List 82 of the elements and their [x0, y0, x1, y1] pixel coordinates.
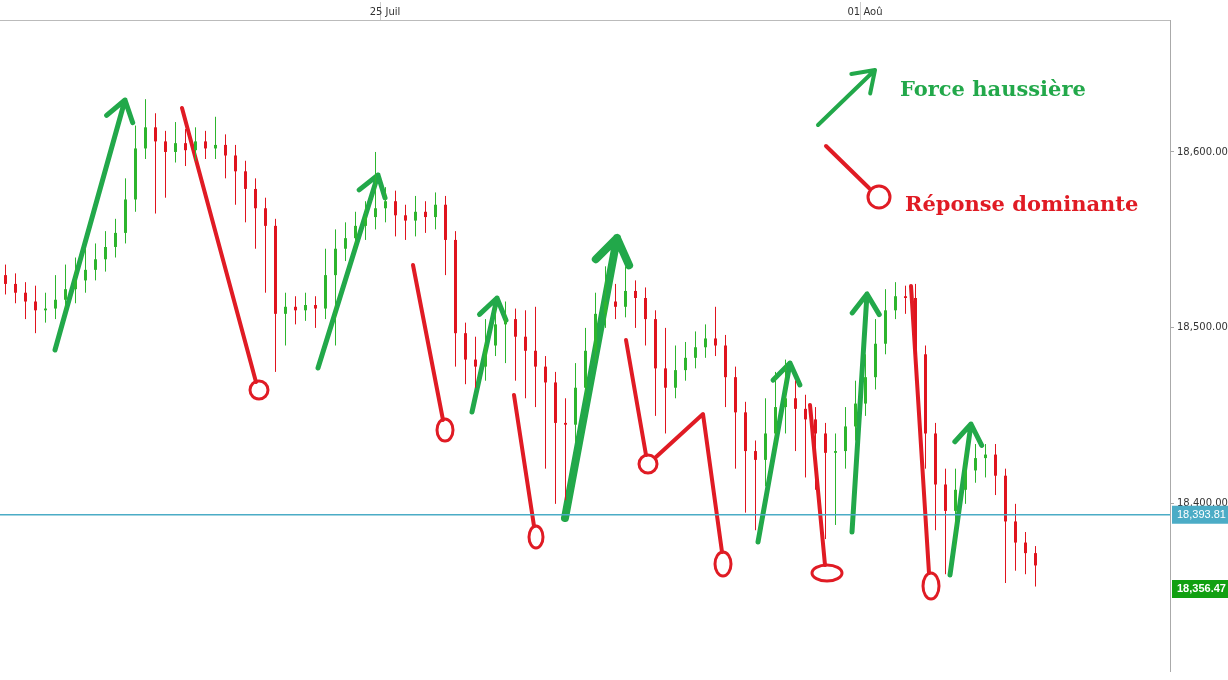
candlestick — [794, 380, 797, 452]
candlestick — [504, 301, 507, 364]
candlestick — [144, 98, 147, 160]
candlestick — [714, 306, 717, 357]
candlestick — [954, 468, 957, 549]
candlestick — [674, 345, 677, 399]
candlestick — [1014, 503, 1017, 572]
candlestick — [194, 126, 197, 162]
candlestick — [834, 432, 837, 526]
candlestick — [684, 341, 687, 382]
candlestick — [814, 406, 817, 491]
candlestick — [94, 242, 97, 281]
candlestick — [664, 327, 667, 434]
candlestick — [364, 200, 367, 241]
text: 18,356.47 — [1177, 582, 1226, 595]
candlestick — [604, 265, 607, 329]
candlestick — [24, 281, 27, 320]
candlestick — [904, 285, 907, 315]
ref-line-label: 18,393.81 — [1177, 507, 1226, 520]
candlestick — [494, 306, 497, 357]
candlestick — [1034, 545, 1037, 588]
candlestick — [694, 330, 697, 369]
candlestick — [564, 397, 567, 501]
candlestick — [34, 285, 37, 334]
candlestick — [614, 283, 617, 320]
candlestick — [184, 128, 187, 167]
candlestick — [854, 380, 857, 442]
candlestick — [344, 221, 347, 262]
candlestick — [174, 121, 177, 164]
candlestick — [524, 309, 527, 399]
y-tick-label: 18,400.00 — [1177, 497, 1228, 509]
candlestick — [104, 230, 107, 273]
x-tick-label: 25 Juil — [369, 5, 401, 17]
candlestick — [84, 248, 87, 294]
candlestick — [894, 281, 897, 320]
candlestick — [264, 197, 267, 294]
candlestick — [114, 218, 117, 259]
candlestick — [534, 306, 537, 408]
candlestick — [1024, 531, 1027, 575]
candlestick — [154, 112, 157, 215]
candlestick — [354, 211, 357, 251]
candlestick — [414, 195, 417, 237]
y-tick-label: 18,500.00 — [1177, 321, 1228, 333]
candlestick — [754, 440, 757, 531]
annotation: Force haussière — [900, 76, 1086, 101]
candlestick — [64, 264, 67, 311]
candlestick — [54, 274, 57, 320]
candlestick — [394, 190, 397, 237]
candlestick — [224, 133, 227, 179]
candlestick — [164, 130, 167, 199]
candlestick — [384, 186, 387, 223]
candlestick — [514, 308, 517, 382]
candlestick — [994, 443, 997, 496]
y-tick-label: 18,600.00 — [1177, 145, 1228, 157]
annotation: Réponse dominante — [905, 191, 1139, 216]
candlestick — [434, 191, 437, 230]
x-tick-label: 01 Aoû — [847, 5, 883, 17]
candlestick — [304, 292, 307, 322]
candlestick — [244, 160, 247, 223]
candlestick — [644, 286, 647, 346]
candlestick — [784, 359, 787, 434]
candlestick — [974, 443, 977, 484]
candlestick — [824, 422, 827, 540]
candlestick — [284, 292, 287, 346]
candlestick — [624, 265, 627, 318]
candlestick — [4, 264, 7, 295]
candlestick — [474, 336, 477, 389]
candlestick — [74, 257, 77, 304]
candlestick — [804, 394, 807, 478]
candlestick — [204, 130, 207, 160]
candlestick — [704, 323, 707, 359]
candlestick — [634, 279, 637, 329]
candlestick — [14, 272, 17, 304]
candlestick — [314, 295, 317, 329]
candlestick — [404, 204, 407, 241]
candlestick — [964, 450, 967, 505]
candlestick — [254, 177, 257, 250]
candlestick — [484, 318, 487, 382]
candlestick — [234, 144, 237, 206]
candlestick — [544, 355, 547, 470]
candlestick — [374, 151, 377, 230]
candlestick — [424, 200, 427, 234]
